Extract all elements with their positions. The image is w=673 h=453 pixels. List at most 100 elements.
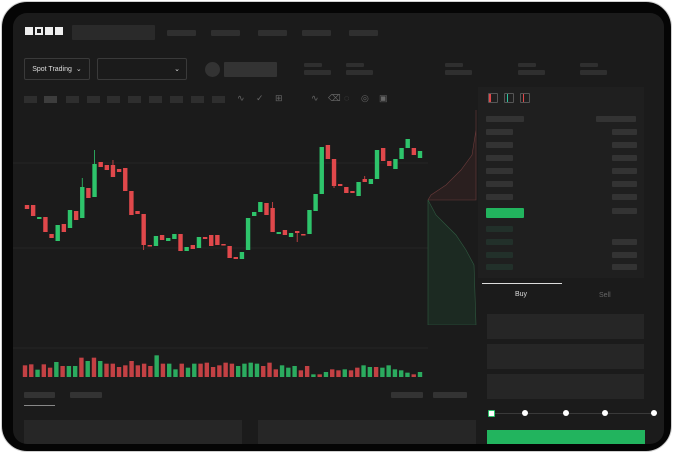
timeframe-button[interactable] — [149, 96, 162, 103]
candle-body — [110, 165, 116, 177]
volume-bar — [160, 363, 166, 377]
candle-body — [307, 210, 312, 234]
volume-bar — [380, 367, 385, 377]
orderbook-bids-icon[interactable] — [504, 93, 514, 103]
orderbook-both-icon[interactable] — [488, 93, 498, 103]
camera-icon[interactable]: ◌ — [344, 93, 350, 103]
market-type-dropdown[interactable]: Spot Trading ⌄ — [24, 58, 90, 80]
volume-bar — [98, 361, 103, 377]
buy-submit-button[interactable] — [487, 430, 645, 444]
volume-bar — [148, 366, 153, 377]
orderbook-asks-icon[interactable] — [520, 93, 530, 103]
candle-body — [166, 238, 171, 241]
tab-buy[interactable]: Buy — [515, 291, 528, 298]
candle-body — [282, 230, 288, 235]
chart-type-icon[interactable]: ✓ — [256, 93, 264, 103]
candle-body — [344, 187, 349, 193]
tab-sell[interactable]: Sell — [599, 292, 611, 299]
slider-track — [489, 413, 657, 414]
candle-body — [411, 148, 417, 155]
timeframe-button[interactable] — [24, 96, 37, 103]
nav-item[interactable] — [349, 30, 378, 36]
search-bar[interactable] — [72, 25, 155, 40]
timeframe-button[interactable] — [212, 96, 225, 103]
volume-bar — [261, 366, 266, 377]
volume-bar — [66, 366, 72, 377]
ask-price — [486, 155, 513, 161]
ask-amount — [612, 181, 637, 187]
timeframe-button[interactable] — [66, 96, 79, 103]
slider-step[interactable] — [602, 410, 608, 416]
slider-step[interactable] — [651, 410, 657, 416]
timeframe-button[interactable] — [191, 96, 204, 103]
nav-item[interactable] — [258, 30, 287, 36]
indicator-icon[interactable]: ∿ — [237, 93, 245, 103]
ask-price — [486, 194, 513, 200]
candle-body — [49, 234, 54, 238]
bid-amount — [612, 252, 637, 258]
total-input[interactable] — [487, 374, 644, 399]
volume-bar — [210, 367, 216, 377]
volume-bar — [135, 365, 141, 377]
candle-body — [209, 235, 214, 246]
settings-icon[interactable]: ⊞ — [275, 93, 283, 103]
ask-amount — [612, 208, 637, 214]
volume-bar — [279, 365, 285, 377]
timeframe-button[interactable] — [44, 96, 57, 103]
stat-label — [580, 63, 598, 67]
candle-body — [331, 159, 337, 186]
target-icon[interactable]: ◎ — [361, 93, 369, 103]
candle-body — [86, 188, 91, 198]
volume-bar — [411, 374, 416, 377]
ask-price — [486, 181, 513, 187]
candle-body — [239, 252, 245, 259]
candle-body — [393, 159, 398, 169]
slider-step[interactable] — [522, 410, 528, 416]
slider-step[interactable] — [563, 410, 569, 416]
volume-bar — [235, 366, 241, 377]
line-tool-icon[interactable]: ∿ — [311, 93, 319, 103]
chevron-down-icon: ⌄ — [174, 66, 180, 73]
candle-body — [24, 205, 30, 209]
volume-bar — [254, 363, 260, 377]
ruler-icon[interactable]: ⌫ — [328, 93, 341, 103]
candle-body — [215, 235, 220, 245]
tab-open-orders[interactable] — [24, 392, 55, 398]
stat-value — [304, 70, 331, 75]
candle-body — [233, 257, 238, 259]
candle-body — [129, 191, 134, 215]
stat-label — [304, 63, 322, 67]
candle-body — [141, 214, 146, 245]
amount-input[interactable] — [487, 344, 644, 369]
candlestick-chart[interactable] — [13, 108, 428, 378]
bid-price — [486, 226, 513, 232]
candle-body — [172, 234, 177, 239]
orders-panel-left — [24, 420, 242, 444]
candle-body — [319, 147, 324, 194]
nav-item[interactable] — [302, 30, 331, 36]
candle-body — [380, 148, 386, 161]
filter-button[interactable] — [391, 392, 423, 398]
candle-body — [123, 168, 128, 191]
volume-bar — [35, 369, 40, 377]
leverage-slider[interactable] — [488, 409, 659, 419]
tab-order-history[interactable] — [70, 392, 102, 398]
nav-item[interactable] — [167, 30, 196, 36]
nav-item[interactable] — [211, 30, 240, 36]
candle-body — [37, 217, 42, 219]
timeframe-button[interactable] — [107, 96, 120, 103]
price-input[interactable] — [487, 314, 644, 339]
volume-bar — [267, 362, 272, 377]
timeframe-button[interactable] — [170, 96, 183, 103]
candle-body — [61, 224, 67, 232]
stat-label — [518, 63, 536, 67]
timeframe-button[interactable] — [128, 96, 141, 103]
timeframe-button[interactable] — [87, 96, 100, 103]
candle-body — [221, 244, 226, 246]
filter-button[interactable] — [433, 392, 467, 398]
slider-handle[interactable] — [488, 410, 495, 417]
fullscreen-icon[interactable]: ▣ — [379, 93, 388, 103]
candle-body — [178, 234, 183, 251]
pair-dropdown[interactable]: ⌄ — [97, 58, 187, 80]
okx-logo[interactable] — [25, 27, 63, 35]
